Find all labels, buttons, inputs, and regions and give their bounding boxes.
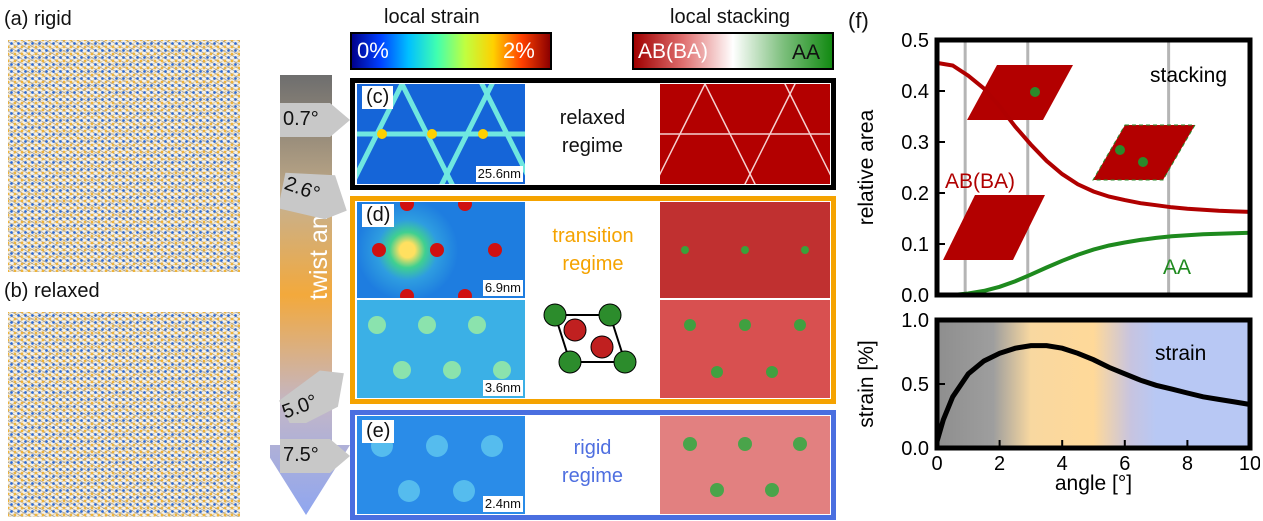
panel-label-f: (f) (848, 8, 869, 33)
inset-aa-dot-2 (1115, 145, 1125, 155)
strain-regime-bands (937, 320, 1250, 448)
series-label-AA: AA (1163, 256, 1191, 279)
xtick-label-2: 4 (1057, 453, 1068, 475)
bottom-ytick-label-1: 0.5 (901, 374, 929, 396)
row-d-strain-map-bottom: 3.6nm (357, 300, 525, 398)
row-e-scalebar: 2.4nm (482, 496, 523, 512)
top-plot-frame (934, 37, 1253, 298)
relaxed-lattice-image (8, 312, 240, 517)
row-d-regime: transition regime (528, 222, 658, 278)
xtick-label-4: 8 (1182, 453, 1193, 475)
row-d-regime-line1: transition (552, 225, 634, 247)
row-c-regime-line1: relaxed (559, 107, 626, 129)
strain-colorbar-min: 0% (357, 38, 389, 63)
row-d-scalebar-top: 6.9nm (482, 280, 523, 296)
stacking-colorbar (632, 32, 834, 70)
strain-colorbar-title: local strain (384, 6, 480, 28)
top-ytick-label-0: 0.0 (901, 285, 929, 307)
unit-cell-diagram (543, 303, 637, 374)
top-ytick-label-4: 0.4 (901, 81, 929, 103)
rigid-lattice-image (8, 40, 240, 272)
top-ytick-label-3: 0.3 (901, 132, 929, 154)
row-d-stacking-map-top (660, 202, 830, 298)
top-inset-label: stacking (1150, 64, 1227, 87)
xtick-label-5: 10 (1239, 453, 1260, 475)
strain-colorbar-max: 2% (503, 38, 535, 63)
top-ytick-label-5: 0.5 (901, 30, 929, 52)
row-e-frame (350, 410, 836, 520)
row-c-regime: relaxed regime (540, 104, 645, 160)
top-ylabel: relative area (855, 109, 878, 225)
marker-arrow-0 (280, 103, 350, 137)
xtick-label-3: 6 (1119, 453, 1130, 475)
stacking-colorbar-right: AA (792, 41, 821, 64)
row-e-stacking-map (660, 416, 830, 514)
stacking-colorbar-left: AB(BA) (638, 40, 709, 63)
marker-arrow-2 (279, 370, 344, 423)
xtick-label-0: 0 (931, 453, 942, 475)
bottom-inset-label: strain (1155, 342, 1206, 365)
row-e-regime: rigid regime (540, 434, 645, 490)
marker-label-3: 7.5° (283, 444, 319, 466)
inset-hexagon-tiling (967, 65, 1073, 120)
inset-triangle-tiling (943, 195, 1045, 260)
row-d-scalebar-bottom: 3.6nm (482, 380, 523, 396)
row-e-regime-line2: regime (561, 465, 624, 487)
angle-charts: 0.0 0.1 0.2 0.3 0.4 0.5 0.0 0.5 1.0 0 2 4 6 8 10 relati… (855, 30, 1260, 495)
inset-rounded-tiling (1092, 124, 1196, 181)
marker-arrow-1 (280, 172, 347, 220)
marker-label-0: 0.7° (283, 108, 319, 130)
row-c-frame (350, 78, 836, 190)
marker-arrow-3 (280, 439, 350, 473)
panel-label-a: (a) rigid (4, 8, 72, 30)
panel-label-c: (c) (362, 86, 394, 109)
inset-aa-dot-0 (1030, 87, 1040, 97)
row-c-strain-map: 25.6nm (357, 84, 525, 184)
row-d-frame (350, 196, 836, 404)
top-ytick-label-1: 0.1 (901, 234, 929, 256)
series-line-AB(BA) (936, 60, 1251, 214)
series-line-strain (934, 343, 1251, 443)
inset-aa-dot-1 (1138, 157, 1148, 167)
row-d-stacking-map-bottom (660, 300, 830, 398)
series-line-AA (937, 230, 1251, 297)
xtick-label-1: 2 (994, 453, 1005, 475)
stacking-colorbar-title: local stacking (670, 6, 791, 28)
bottom-ylabel: strain [%] (855, 340, 878, 428)
panel-label-b: (b) relaxed (4, 280, 100, 302)
row-e-regime-line1: rigid (573, 437, 612, 459)
row-c-regime-line2: regime (561, 135, 624, 157)
row-d-regime-line2: regime (562, 253, 624, 275)
series-label-AB: AB(BA) (945, 170, 1015, 193)
panel-label-d: (d) (362, 204, 395, 227)
bottom-ytick-label-2: 1.0 (901, 310, 929, 332)
panel-label-e: (e) (362, 420, 395, 443)
top-ytick-label-2: 0.2 (901, 183, 929, 205)
strain-colorbar (350, 32, 552, 70)
bottom-ytick-label-0: 0.0 (901, 438, 929, 460)
row-c-scalebar: 25.6nm (475, 166, 523, 182)
xlabel: angle [°] (1055, 472, 1132, 495)
row-c-stacking-map (660, 84, 830, 184)
